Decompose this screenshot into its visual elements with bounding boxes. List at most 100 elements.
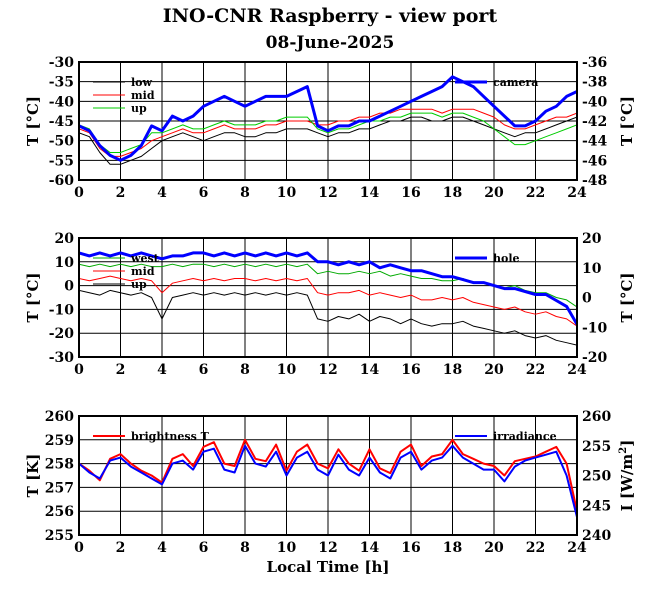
y-tick-label-left: 258 xyxy=(45,457,74,473)
x-tick-label: 6 xyxy=(199,185,209,201)
x-tick-label: 10 xyxy=(277,540,297,556)
y-tick-label-right: 245 xyxy=(582,498,611,514)
y-tick-label-left: -10 xyxy=(49,302,75,318)
chart-title: INO-CNR Raspberry - view port xyxy=(163,5,498,27)
x-tick-label: 18 xyxy=(443,185,462,201)
legend-label-up: up xyxy=(131,102,147,115)
y-axis-label-right: T [°C] xyxy=(618,272,636,322)
x-tick-label: 6 xyxy=(199,540,209,556)
series-line-mid xyxy=(79,108,577,157)
x-tick-label: 14 xyxy=(360,540,380,556)
x-tick-label: 12 xyxy=(318,540,337,556)
y-axis-label-left: T [K] xyxy=(24,454,42,498)
series-line-camera xyxy=(79,75,577,162)
legend-label-mid: mid xyxy=(131,265,155,278)
y-tick-label-right: 240 xyxy=(582,528,611,544)
y-tick-label-left: 260 xyxy=(45,409,74,425)
y-tick-label-left: -40 xyxy=(49,94,75,110)
legend-label-hole: hole xyxy=(493,252,520,265)
y-tick-label-left: -20 xyxy=(49,326,75,342)
y-axis-label-right: I [W/m2] xyxy=(618,440,636,512)
y-tick-label-right: -48 xyxy=(582,173,607,189)
x-tick-label: 8 xyxy=(240,185,250,201)
plot-frame xyxy=(78,237,578,358)
x-tick-label: 18 xyxy=(443,540,462,556)
x-tick-label: 16 xyxy=(401,185,420,201)
x-tick-label: 24 xyxy=(567,540,587,556)
x-tick-label: 24 xyxy=(567,362,587,378)
y-axis-label-right-main: I [W/m xyxy=(618,454,636,512)
y-tick-label-left: 0 xyxy=(64,279,74,295)
x-tick-label: 0 xyxy=(74,362,84,378)
legend-label-mid: mid xyxy=(131,89,155,102)
y-tick-label-right: -40 xyxy=(582,94,608,110)
x-tick-label: 2 xyxy=(116,362,126,378)
y-tick-label-right: -42 xyxy=(582,114,607,130)
x-tick-label: 22 xyxy=(526,362,545,378)
x-tick-label: 24 xyxy=(567,185,587,201)
series-line-up xyxy=(79,289,577,346)
y-axis-label-right-sup: 2 xyxy=(618,447,629,454)
y-axis-label-left: T [°C] xyxy=(24,272,42,322)
x-tick-label: 14 xyxy=(360,185,380,201)
y-tick-label-right: 10 xyxy=(582,261,602,277)
y-tick-label-left: -50 xyxy=(49,134,75,150)
y-tick-label-left: 10 xyxy=(55,255,75,271)
y-tick-label-right: 260 xyxy=(582,409,611,425)
x-tick-label: 2 xyxy=(116,540,126,556)
y-tick-label-left: 255 xyxy=(45,528,74,544)
y-tick-label-left: -35 xyxy=(49,75,74,91)
legend-label-up: up xyxy=(131,278,147,291)
chart-date: 08-June-2025 xyxy=(266,33,395,53)
y-tick-label-right: 255 xyxy=(582,439,611,455)
y-tick-label-right: 20 xyxy=(582,231,602,247)
x-tick-label: 22 xyxy=(526,540,545,556)
plot-frame xyxy=(78,61,578,181)
legend-label-low: low xyxy=(131,76,153,89)
y-tick-label-left: -45 xyxy=(49,114,74,130)
series-line-irradiance xyxy=(79,444,577,518)
x-tick-label: 10 xyxy=(277,362,297,378)
y-tick-label-right: -46 xyxy=(582,153,607,169)
y-tick-label-left: 259 xyxy=(45,433,74,449)
x-tick-label: 10 xyxy=(277,185,297,201)
y-tick-label-left: -30 xyxy=(49,55,75,71)
y-tick-label-right: 0 xyxy=(582,291,592,307)
x-tick-label: 8 xyxy=(240,362,250,378)
legend-label-irradiance: irradiance xyxy=(493,430,557,443)
legend-label-camera: camera xyxy=(493,76,538,89)
x-tick-label: 4 xyxy=(157,540,167,556)
x-tick-label: 8 xyxy=(240,540,250,556)
y-tick-label-right: -10 xyxy=(582,320,608,336)
x-tick-label: 4 xyxy=(157,185,167,201)
x-tick-label: 14 xyxy=(360,362,380,378)
x-tick-label: 12 xyxy=(318,185,337,201)
y-tick-label-left: -30 xyxy=(49,350,75,366)
y-tick-label-left: -55 xyxy=(49,153,74,169)
x-tick-label: 16 xyxy=(401,540,420,556)
x-tick-label: 0 xyxy=(74,185,84,201)
x-tick-label: 4 xyxy=(157,362,167,378)
x-tick-label: 0 xyxy=(74,540,84,556)
legend-label-west: west xyxy=(130,252,160,265)
y-axis-label-right: T [°C] xyxy=(618,96,636,146)
x-tick-label: 18 xyxy=(443,362,462,378)
y-tick-label-left: 256 xyxy=(45,504,74,520)
series-line-mid xyxy=(79,275,577,327)
legend-label-brightness-T: brightness T xyxy=(131,430,210,443)
y-tick-label-left: 20 xyxy=(55,231,75,247)
x-tick-label: 12 xyxy=(318,362,337,378)
x-tick-label: 20 xyxy=(484,185,504,201)
y-tick-label-right: -20 xyxy=(582,350,608,366)
y-tick-label-left: 257 xyxy=(45,480,74,496)
x-tick-label: 6 xyxy=(199,362,209,378)
x-tick-label: 2 xyxy=(116,185,126,201)
x-axis-label: Local Time [h] xyxy=(267,558,390,576)
y-tick-label-right: -36 xyxy=(582,55,607,71)
y-tick-label-right: -38 xyxy=(582,75,607,91)
y-axis-label-left: T [°C] xyxy=(24,96,42,146)
x-tick-label: 16 xyxy=(401,362,420,378)
y-tick-label-right: 250 xyxy=(582,469,611,485)
